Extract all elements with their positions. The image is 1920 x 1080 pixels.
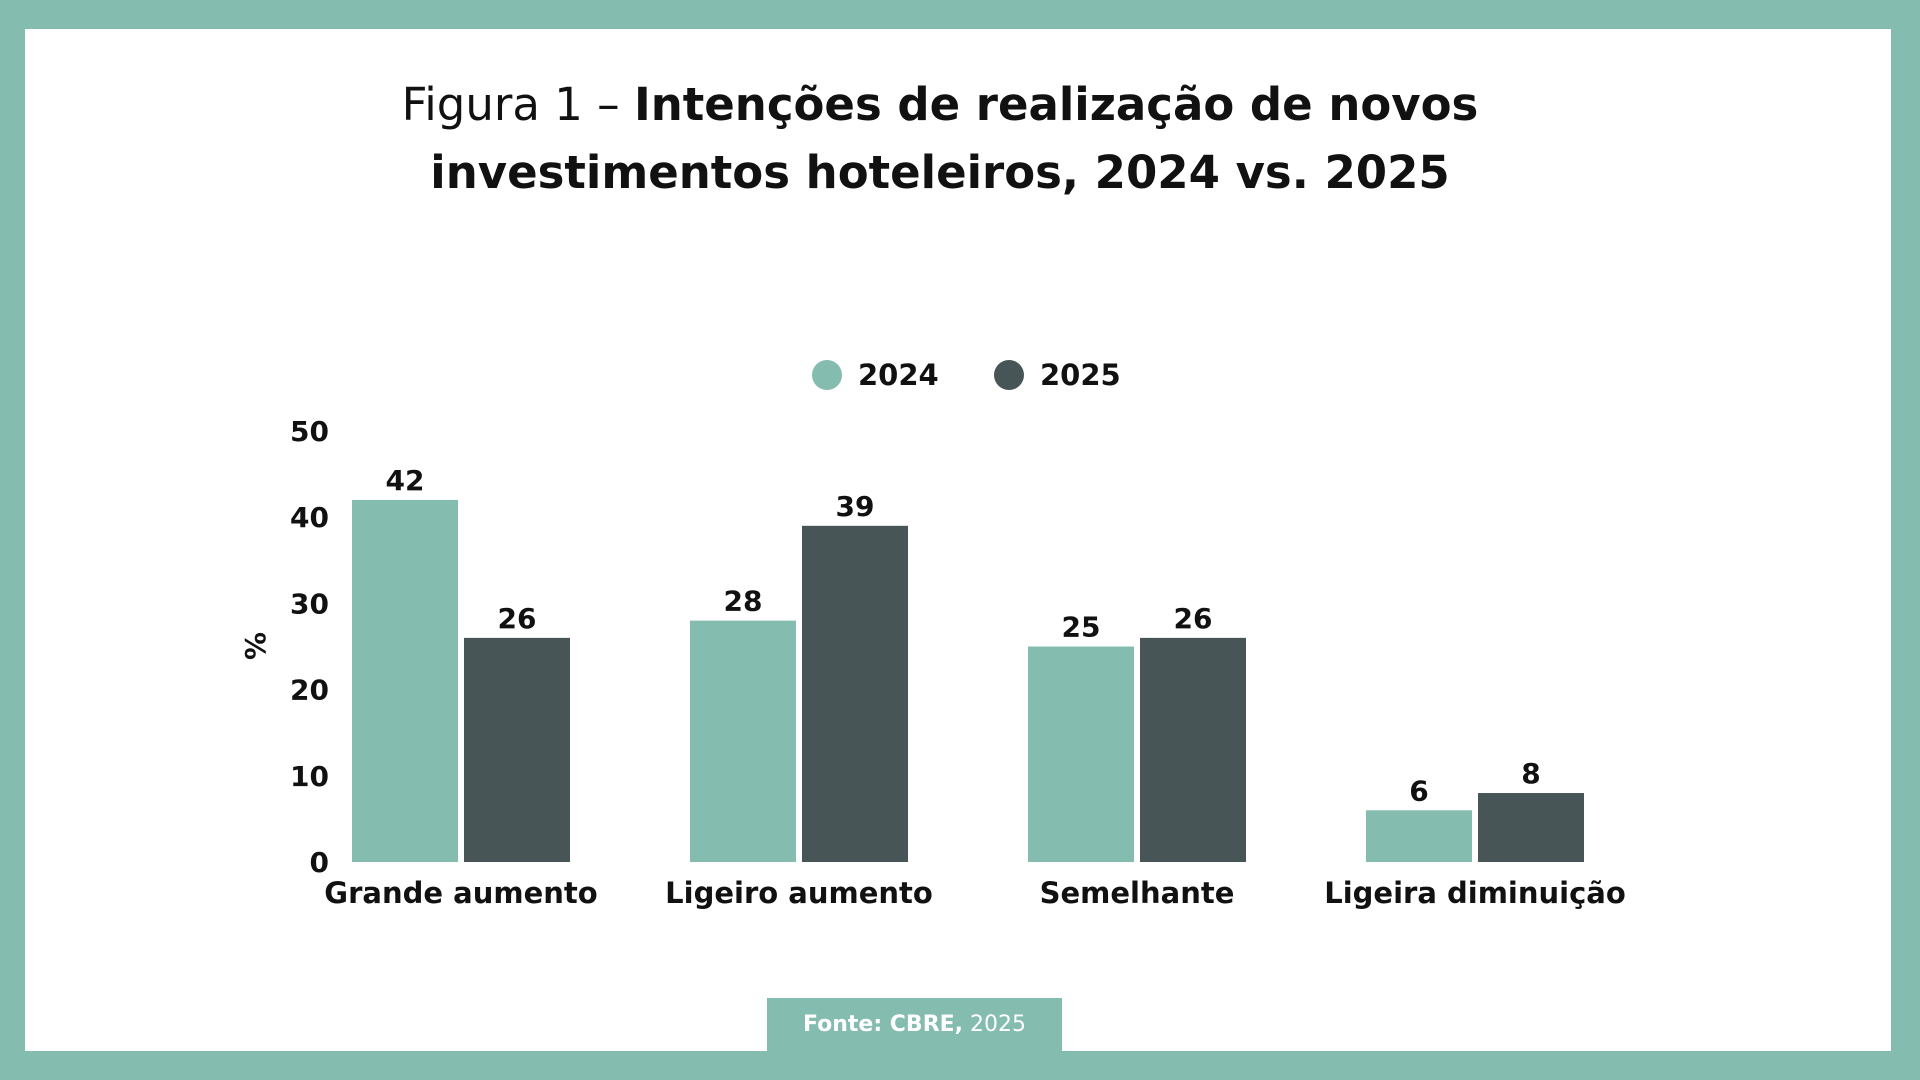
legend-marker-2025 — [994, 360, 1024, 390]
bar-ligeiro-aumento-2024 — [690, 620, 796, 862]
bar-semelhante-2024 — [1028, 646, 1134, 862]
x-tick-label-ligeira-diminuicao: Ligeira diminuição — [1324, 876, 1626, 910]
y-tick-label-30: 30 — [290, 587, 329, 620]
bar-ligeira-diminuicao-2025 — [1478, 793, 1584, 862]
title-prefix: Figura 1 – — [401, 78, 620, 131]
title-main-line2: investimentos hoteleiros, 2024 vs. 2025 — [430, 146, 1450, 199]
data-label-ligeiro-aumento-2024: 28 — [724, 585, 763, 618]
y-tick-label-50: 50 — [290, 415, 329, 448]
bar-grande-aumento-2025 — [464, 637, 570, 862]
legend-marker-2024 — [812, 360, 842, 390]
x-tick-label-semelhante: Semelhante — [1040, 876, 1235, 910]
y-tick-label-20: 20 — [290, 674, 329, 707]
y-tick-label-10: 10 — [290, 760, 329, 793]
title-main-line1: Intenções de realização de novos — [634, 78, 1479, 131]
data-label-grande-aumento-2025: 26 — [498, 602, 537, 635]
data-label-ligeira-diminuicao-2025: 8 — [1521, 757, 1540, 790]
source-label: Fonte: CBRE, — [802, 1012, 964, 1037]
data-label-ligeiro-aumento-2025: 39 — [836, 490, 875, 523]
legend-label-2024: 2024 — [858, 358, 939, 392]
x-tick-label-grande-aumento: Grande aumento — [324, 876, 597, 910]
source-badge: Fonte: CBRE, 2025 — [767, 998, 1062, 1051]
y-tick-label-40: 40 — [290, 501, 329, 534]
bar-semelhante-2025 — [1140, 637, 1246, 862]
figure-card — [25, 29, 1891, 1051]
data-label-grande-aumento-2024: 42 — [386, 464, 425, 497]
bar-ligeiro-aumento-2025 — [802, 525, 908, 862]
data-label-ligeira-diminuicao-2024: 6 — [1409, 774, 1428, 807]
legend-label-2025: 2025 — [1040, 358, 1121, 392]
data-label-semelhante-2024: 25 — [1062, 611, 1101, 644]
bar-ligeira-diminuicao-2024 — [1366, 810, 1472, 862]
source-year: 2025 — [970, 1012, 1027, 1037]
bar-grande-aumento-2024 — [352, 499, 458, 862]
figure-title: Figura 1 – Intenções de realização de no… — [25, 71, 1855, 207]
data-label-semelhante-2025: 26 — [1174, 602, 1213, 635]
y-tick-label-0: 0 — [310, 846, 329, 879]
x-tick-label-ligeiro-aumento: Ligeiro aumento — [665, 876, 933, 910]
y-axis-label: % — [239, 632, 272, 660]
